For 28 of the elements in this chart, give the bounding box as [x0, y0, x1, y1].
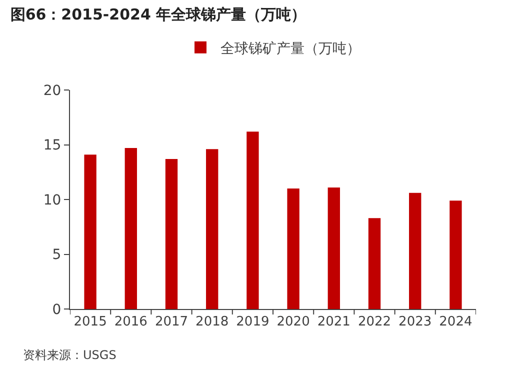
bar: [246, 132, 259, 309]
bar: [287, 188, 300, 309]
chart-title: 图66：2015-2024 年全球锑产量（万吨）: [10, 6, 306, 24]
bar: [124, 148, 137, 309]
text: 资料来源：USGS: [23, 348, 116, 362]
x-tick-label: 2024: [439, 314, 472, 330]
x-tick-label: 2016: [114, 314, 148, 330]
bar: [409, 192, 422, 309]
x-tick-label: 2020: [276, 314, 310, 330]
y-tick-label: 0: [52, 302, 62, 318]
x-tick-label: 2019: [236, 314, 270, 330]
bar: [450, 200, 462, 309]
bar: [84, 154, 96, 309]
y-tick-label: 20: [43, 82, 62, 99]
x-tick-label: 2022: [358, 314, 392, 330]
x-tick-label: 2021: [317, 314, 350, 330]
x-tick-label: 2015: [74, 314, 107, 330]
bar: [165, 158, 178, 309]
x-tick-label: 2018: [196, 314, 229, 330]
y-tick-label: 15: [43, 138, 62, 154]
bar: [368, 218, 381, 309]
y-tick-label: 10: [43, 192, 62, 208]
bar: [206, 149, 218, 309]
legend-label: 全球锑矿产量（万吨）: [220, 40, 360, 57]
bar: [328, 187, 340, 309]
x-tick-label: 2017: [154, 314, 188, 330]
x-tick-label: 2023: [398, 314, 432, 330]
y-tick-label: 5: [52, 247, 62, 264]
